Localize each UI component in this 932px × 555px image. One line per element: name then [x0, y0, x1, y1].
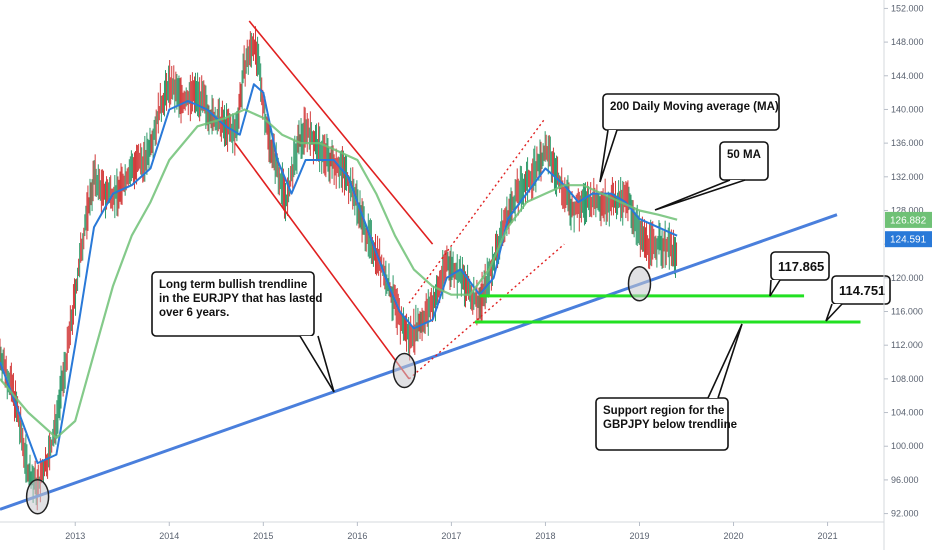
price-tag-label: 124.591: [890, 235, 927, 246]
ma200-callout-text: 200 Daily Moving average (MA): [610, 101, 779, 113]
x-tick-label: 2020: [724, 531, 744, 541]
ma200-line: [0, 108, 678, 439]
y-tick-label: 116.000: [891, 307, 923, 317]
y-tick-label: 92.000: [891, 509, 919, 519]
trendline-callout-pointer: [299, 335, 335, 393]
x-tick-label: 2016: [347, 531, 367, 541]
price-tag: [885, 231, 932, 248]
support-callout-pointer: [707, 323, 743, 399]
channel-lower-line: [234, 142, 410, 380]
level-2-callout-box: [831, 275, 891, 305]
trendline-callout-text: over 6 years.: [159, 307, 229, 319]
x-tick-label: 2021: [818, 531, 838, 541]
trendline-callout-text: Long term bullish trendline: [159, 279, 307, 291]
touch-highlight-circle: [25, 478, 50, 515]
y-tick-label: 104.000: [891, 408, 924, 418]
support-callout-text: Support region for the: [603, 405, 724, 417]
touch-highlight-circle: [627, 265, 652, 302]
support-callout-box: [595, 397, 729, 451]
y-tick-label: 136.000: [891, 138, 924, 148]
x-tick-label: 2018: [535, 531, 555, 541]
y-tick-label: 120.000: [891, 273, 924, 283]
trendline-callout-box: [151, 271, 315, 337]
y-tick-label: 108.000: [891, 374, 924, 384]
y-tick-label: 144.000: [891, 71, 924, 81]
ma50-callout-pointer: [654, 179, 746, 211]
x-tick-label: 2019: [629, 531, 649, 541]
wedge-lower-line: [408, 243, 565, 380]
ma200-callout-box: [602, 93, 780, 131]
ma200-callout-pointer: [599, 129, 618, 183]
x-tick-label: 2013: [65, 531, 85, 541]
ma50-callout-box: [719, 141, 769, 181]
channel-upper-line: [248, 20, 434, 245]
level-2-callout-pointer: [825, 303, 843, 322]
x-tick-label: 2017: [441, 531, 461, 541]
x-tick-label: 2015: [253, 531, 273, 541]
trendline-callout-text: in the EURJPY that has lasted: [159, 293, 322, 305]
y-tick-label: 132.000: [891, 172, 924, 182]
support-callout-text: GBPJPY below trendline: [603, 419, 737, 431]
ma50-callout-text: 50 MA: [727, 149, 761, 161]
y-tick-label: 128.000: [891, 205, 924, 215]
price-tag-label: 126.882: [890, 215, 927, 226]
level-1-callout-text: 117.865: [778, 259, 824, 274]
y-tick-label: 140.000: [891, 104, 924, 114]
touch-highlight-circle: [392, 352, 417, 389]
price-tag: [885, 211, 932, 228]
wedge-upper-line: [408, 117, 547, 304]
y-tick-label: 100.000: [891, 441, 924, 451]
y-tick-label: 148.000: [891, 37, 924, 47]
y-tick-label: 112.000: [891, 340, 923, 350]
y-tick-label: 96.000: [891, 475, 919, 485]
ma50-line: [0, 83, 678, 465]
level-2-callout-text: 114.751: [839, 283, 885, 298]
level-1-callout-box: [770, 251, 830, 281]
y-tick-label: 152.000: [891, 3, 924, 13]
level-1-callout-pointer: [769, 279, 781, 297]
x-tick-label: 2014: [159, 531, 179, 541]
trendline: [0, 213, 838, 511]
